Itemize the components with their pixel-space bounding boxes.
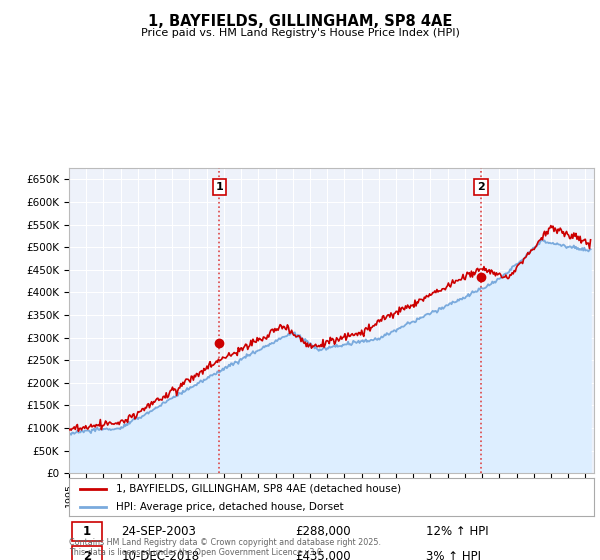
Text: 1: 1 — [83, 525, 91, 538]
Text: 2: 2 — [83, 549, 91, 560]
Text: 1, BAYFIELDS, GILLINGHAM, SP8 4AE: 1, BAYFIELDS, GILLINGHAM, SP8 4AE — [148, 14, 452, 29]
Text: £435,000: £435,000 — [295, 549, 350, 560]
Text: HPI: Average price, detached house, Dorset: HPI: Average price, detached house, Dors… — [116, 502, 344, 512]
Text: Contains HM Land Registry data © Crown copyright and database right 2025.
This d: Contains HM Land Registry data © Crown c… — [69, 538, 381, 557]
Text: £288,000: £288,000 — [295, 525, 350, 538]
Text: 2: 2 — [477, 182, 485, 192]
Text: 10-DEC-2018: 10-DEC-2018 — [121, 549, 200, 560]
Text: 24-SEP-2003: 24-SEP-2003 — [121, 525, 196, 538]
Text: Price paid vs. HM Land Registry's House Price Index (HPI): Price paid vs. HM Land Registry's House … — [140, 28, 460, 38]
FancyBboxPatch shape — [71, 521, 102, 541]
Text: 3% ↑ HPI: 3% ↑ HPI — [426, 549, 481, 560]
FancyBboxPatch shape — [71, 546, 102, 560]
Text: 1, BAYFIELDS, GILLINGHAM, SP8 4AE (detached house): 1, BAYFIELDS, GILLINGHAM, SP8 4AE (detac… — [116, 484, 401, 494]
Text: 1: 1 — [215, 182, 223, 192]
Text: 12% ↑ HPI: 12% ↑ HPI — [426, 525, 488, 538]
